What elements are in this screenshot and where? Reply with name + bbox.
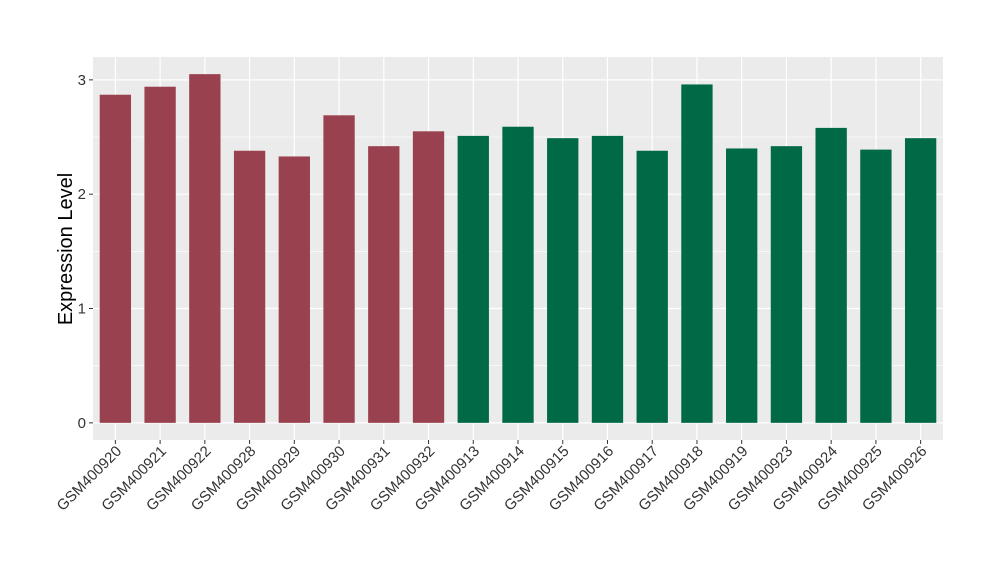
x-axis: GSM400920GSM400921GSM400922GSM400928GSM4… [54,440,930,514]
bar-GSM400918 [681,84,713,423]
bar-GSM400914 [502,126,534,423]
bar-GSM400921 [144,86,176,423]
bar-GSM400920 [99,94,132,423]
bar-GSM400923 [770,146,803,423]
y-tick-label: 0 [78,415,86,432]
bar-GSM400919 [726,148,758,423]
y-axis-title: Expression Level [55,173,77,325]
bar-GSM400932 [412,131,445,423]
bar-GSM400924 [815,127,847,423]
bar-GSM400917 [636,150,668,423]
y-tick-label: 3 [78,72,86,89]
bar-GSM400931 [368,146,400,423]
y-axis: 0 1 2 3 [78,72,93,432]
bar-GSM400916 [591,135,624,423]
bars [99,74,937,423]
bar-GSM400930 [323,115,355,423]
bar-GSM400928 [233,150,266,423]
bar-GSM400925 [860,149,892,423]
y-tick-label: 1 [78,301,86,318]
bar-GSM400913 [457,135,489,423]
bar-GSM400929 [278,156,310,423]
bar-GSM400915 [547,138,579,423]
y-tick-label: 2 [78,186,86,203]
bar-GSM400926 [904,138,937,423]
bar-GSM400922 [189,74,221,423]
